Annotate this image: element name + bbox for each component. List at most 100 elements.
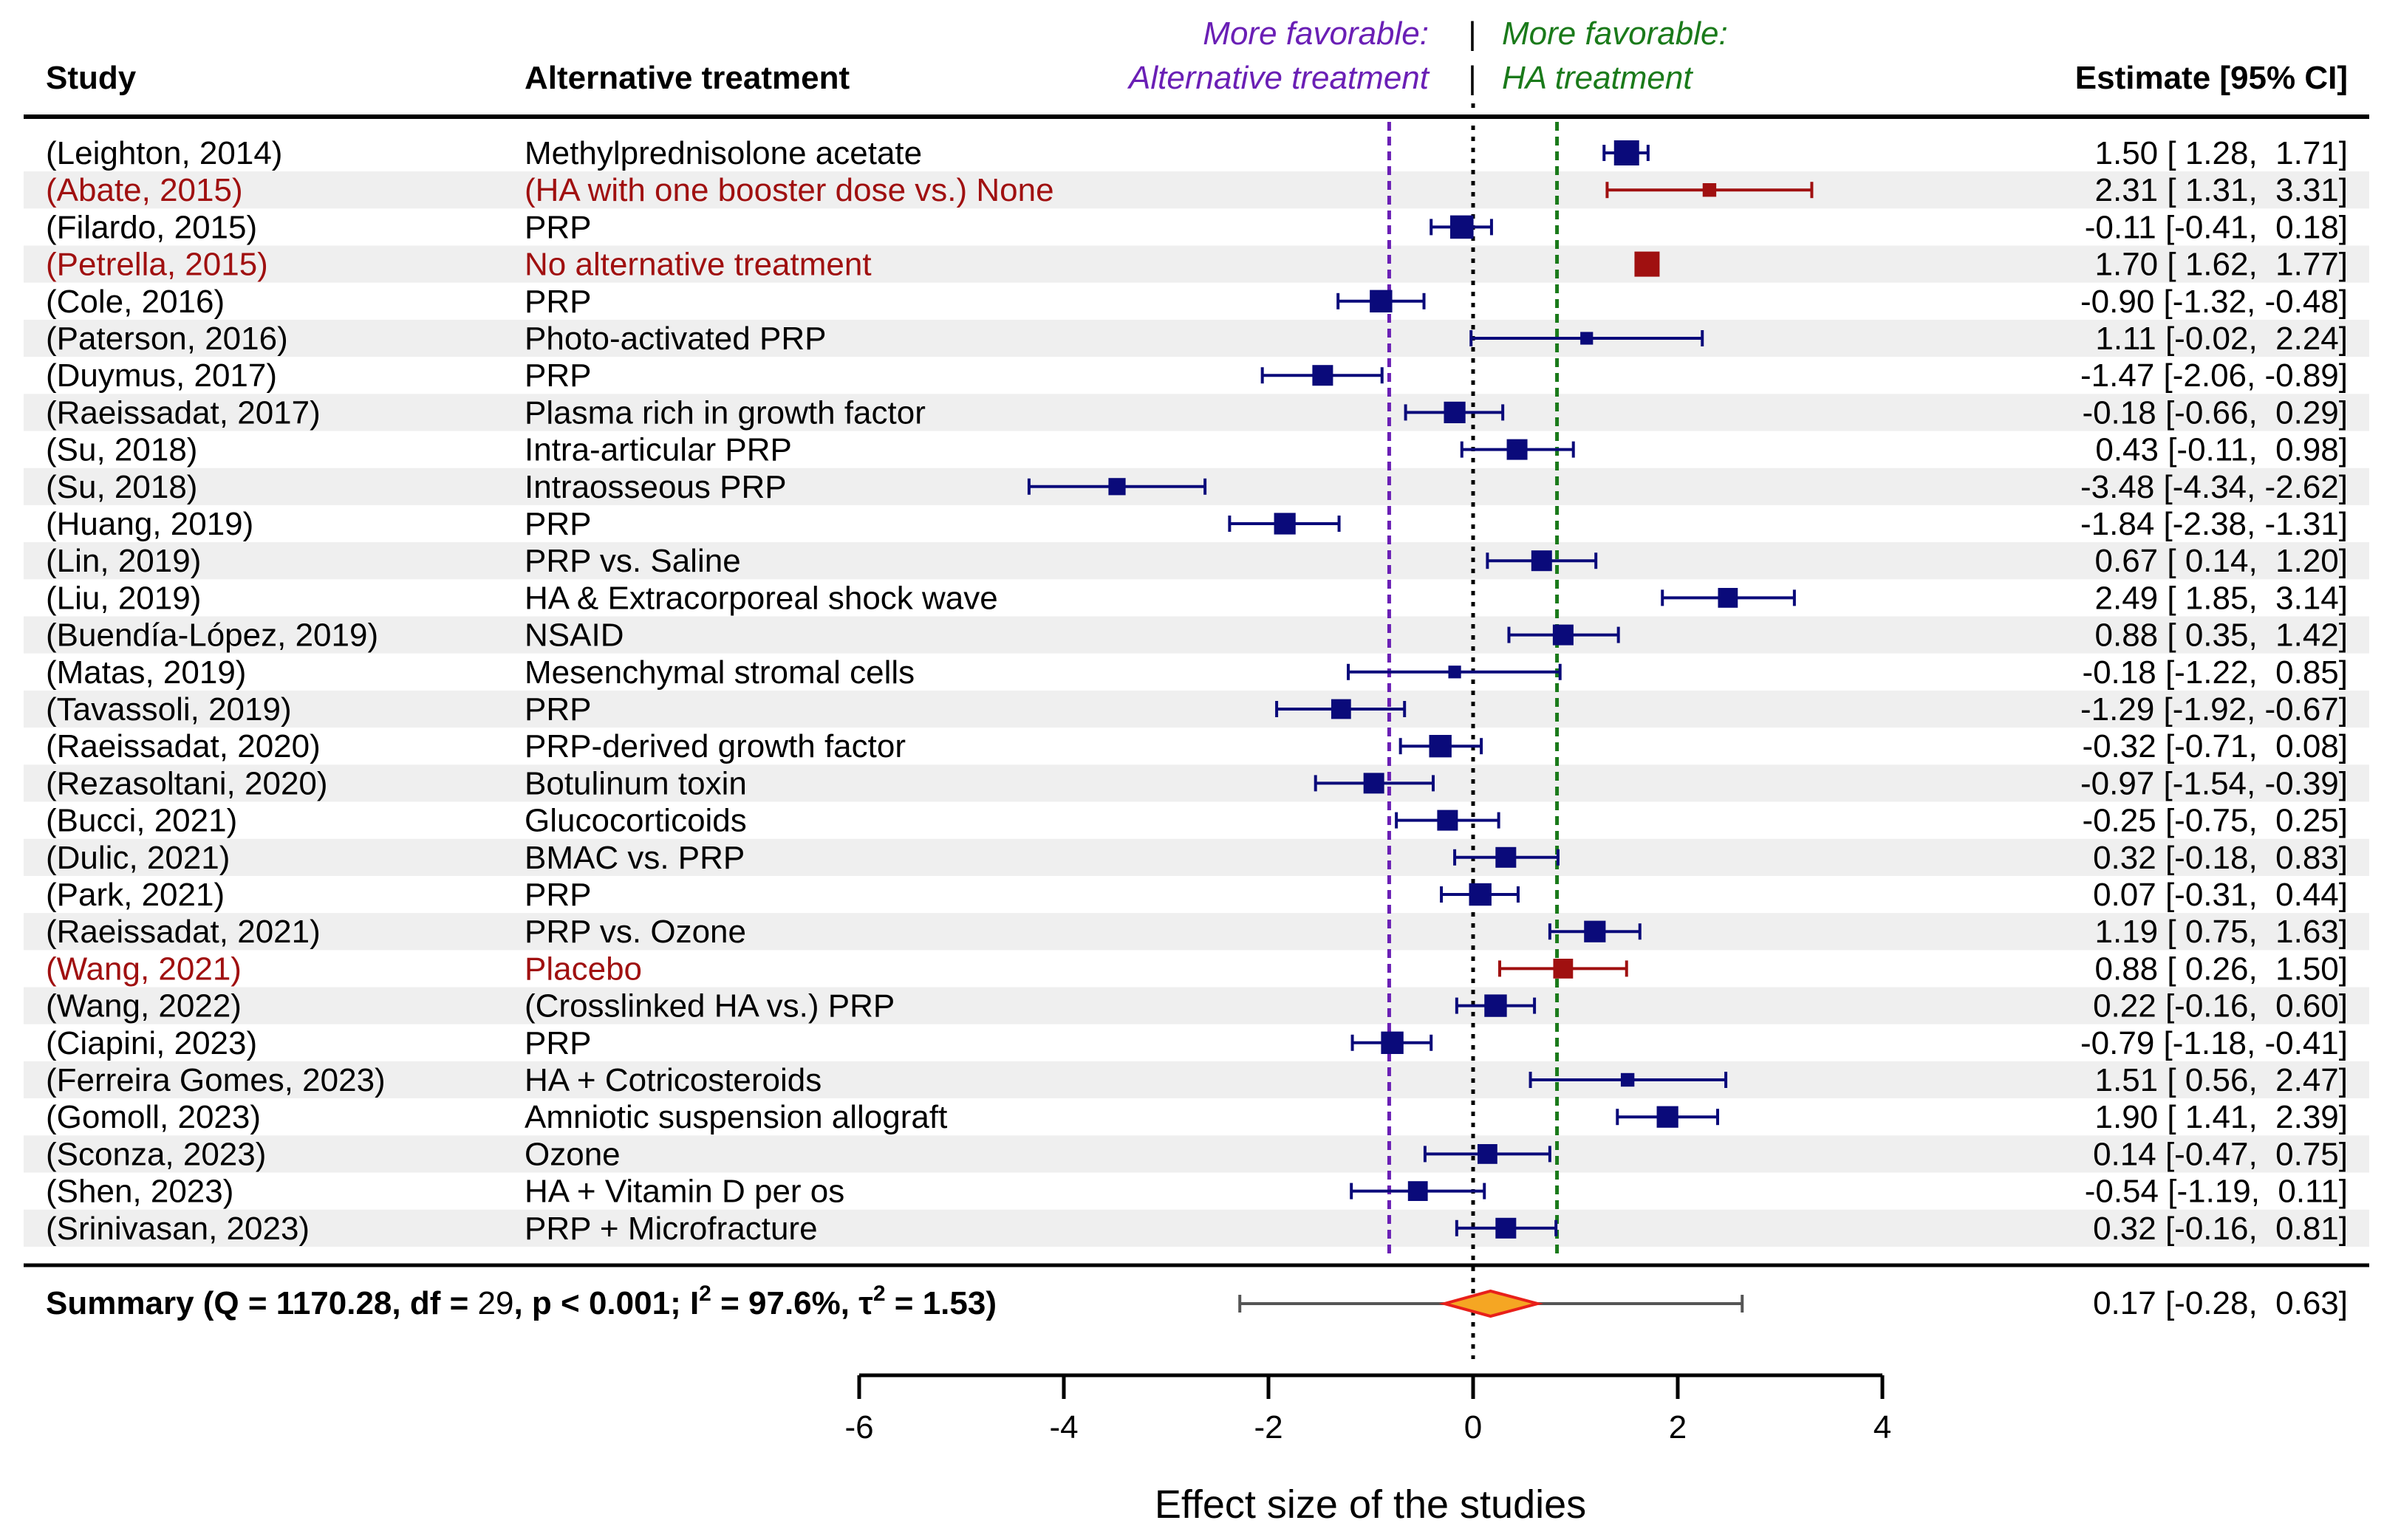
estimate-label: 1.90 [ 1.41, 2.39] <box>2095 1099 2348 1135</box>
estimate-label: 0.07 [-0.31, 0.44] <box>2093 877 2348 913</box>
study-label: (Leighton, 2014) <box>46 135 282 171</box>
estimate-label: -0.90 [-1.32, -0.48] <box>2080 284 2348 320</box>
x-axis: -6 -4 -2 0 2 4 <box>844 1373 1891 1445</box>
row-stripe <box>24 690 2369 728</box>
study-label: (Raeissadat, 2020) <box>46 728 321 764</box>
header-study: Study <box>46 60 137 96</box>
reference-lines <box>1387 103 1560 1359</box>
study-label: (Ciapini, 2023) <box>46 1025 257 1061</box>
treatment-label: Placebo <box>525 951 642 987</box>
treatment-label: Plasma rich in growth factor <box>525 394 926 431</box>
estimate-label: 1.19 [ 0.75, 1.63] <box>2095 914 2348 950</box>
study-label: (Wang, 2021) <box>46 951 242 987</box>
study-label: (Srinivasan, 2023) <box>46 1211 310 1247</box>
treatment-label: NSAID <box>525 617 624 654</box>
estimate-label: 0.67 [ 0.14, 1.20] <box>2095 543 2348 579</box>
estimate-label: -0.18 [-0.66, 0.29] <box>2082 394 2348 431</box>
treatment-label: Intraosseous PRP <box>525 469 787 505</box>
study-label: (Tavassoli, 2019) <box>46 691 292 728</box>
treatment-label: PRP <box>525 1025 591 1061</box>
point-estimate <box>1407 1181 1428 1201</box>
x-tick-label: -6 <box>844 1409 873 1445</box>
study-label: (Bucci, 2021) <box>46 803 237 839</box>
study-label: (Su, 2018) <box>46 432 197 468</box>
treatment-label: PRP vs. Ozone <box>525 914 746 950</box>
point-estimate <box>1620 1072 1635 1087</box>
study-label: (Lin, 2019) <box>46 543 201 579</box>
treatment-label: PRP <box>525 877 591 913</box>
summary-label: Summary (Q = 1170.28, df = 29, p < 0.001… <box>46 1281 997 1321</box>
x-axis-label: Effect size of the studies <box>1155 1482 1586 1527</box>
estimate-label: -1.29 [-1.92, -0.67] <box>2080 691 2348 728</box>
study-label: (Raeissadat, 2017) <box>46 394 321 431</box>
treatment-label: Methylprednisolone acetate <box>525 135 922 171</box>
favor-left-line2: Alternative treatment <box>1127 60 1430 96</box>
estimate-label: -1.84 [-2.38, -1.31] <box>2080 506 2348 542</box>
estimate-label: -0.11 [-0.41, 0.18] <box>2085 209 2348 245</box>
treatment-label: PRP vs. Saline <box>525 543 741 579</box>
row-stripe <box>24 394 2369 431</box>
estimate-label: -0.18 [-1.22, 0.85] <box>2082 654 2348 691</box>
treatment-label: PRP <box>525 357 591 394</box>
point-estimate <box>1363 773 1384 794</box>
treatment-label: Photo-activated PRP <box>525 321 826 357</box>
point-estimate <box>1469 883 1492 906</box>
point-estimate <box>1444 401 1466 423</box>
treatment-label: No alternative treatment <box>525 247 872 283</box>
x-tick-label: 4 <box>1874 1409 1891 1445</box>
point-estimate <box>1108 478 1126 496</box>
study-rows: (Leighton, 2014) Methylprednisolone aceta… <box>46 135 2348 1247</box>
study-label: (Petrella, 2015) <box>46 247 268 283</box>
study-label: (Filardo, 2015) <box>46 209 257 245</box>
treatment-label: HA & Extracorporeal shock wave <box>525 580 998 616</box>
treatment-label: HA + Cotricosteroids <box>525 1062 822 1098</box>
point-estimate <box>1613 140 1639 165</box>
row-stripe <box>24 319 2369 357</box>
row-stripe <box>24 542 2369 580</box>
point-estimate <box>1531 550 1552 572</box>
study-label: (Rezasoltani, 2020) <box>46 765 328 801</box>
row-stripes <box>24 171 2369 1247</box>
treatment-label: HA + Vitamin D per os <box>525 1174 844 1210</box>
row-stripe <box>24 1135 2369 1173</box>
estimate-label: -0.97 [-1.54, -0.39] <box>2080 765 2348 801</box>
x-tick-label: 0 <box>1464 1409 1482 1445</box>
study-label: (Park, 2021) <box>46 877 225 913</box>
favor-separator-top: | <box>1468 16 1476 52</box>
treatment-label: PRP <box>525 506 591 542</box>
study-label: (Duymus, 2017) <box>46 357 277 394</box>
row-stripe <box>24 616 2369 654</box>
point-estimate <box>1495 846 1517 868</box>
study-label: (Matas, 2019) <box>46 654 246 691</box>
point-estimate <box>1495 1217 1517 1239</box>
summary-estimate: 0.17 [-0.28, 0.63] <box>2093 1285 2348 1321</box>
study-label: (Abate, 2015) <box>46 172 243 208</box>
point-estimate <box>1552 624 1574 646</box>
treatment-label: Botulinum toxin <box>525 765 747 801</box>
summary-diamond <box>1438 1289 1544 1318</box>
estimate-label: 1.70 [ 1.62, 1.77] <box>2095 247 2348 283</box>
estimate-label: -0.32 [-0.71, 0.08] <box>2082 728 2348 764</box>
row-stripe <box>24 987 2369 1024</box>
study-label: (Raeissadat, 2021) <box>46 914 321 950</box>
row-stripe <box>24 171 2369 209</box>
point-estimate <box>1429 735 1452 758</box>
study-label: (Cole, 2016) <box>46 284 225 320</box>
row-stripe <box>24 245 2369 283</box>
row-stripe <box>24 913 2369 951</box>
favor-right-line1: More favorable: <box>1502 16 1728 52</box>
row-stripe <box>24 764 2369 802</box>
favor-left-line1: More favorable: <box>1203 16 1429 52</box>
treatment-label: (HA with one booster dose vs.) None <box>525 172 1054 208</box>
study-label: (Huang, 2019) <box>46 506 253 542</box>
study-label: (Su, 2018) <box>46 469 197 505</box>
summary-marks <box>1238 1289 1744 1318</box>
estimate-label: 0.43 [-0.11, 0.98] <box>2095 432 2348 468</box>
study-label: (Liu, 2019) <box>46 580 201 616</box>
estimate-label: 2.31 [ 1.31, 3.31] <box>2095 172 2348 208</box>
study-label: (Shen, 2023) <box>46 1174 233 1210</box>
estimate-label: -3.48 [-4.34, -2.62] <box>2080 469 2348 505</box>
study-label: (Paterson, 2016) <box>46 321 288 357</box>
estimate-label: 0.88 [ 0.26, 1.50] <box>2095 951 2348 987</box>
treatment-label: PRP <box>525 209 591 245</box>
